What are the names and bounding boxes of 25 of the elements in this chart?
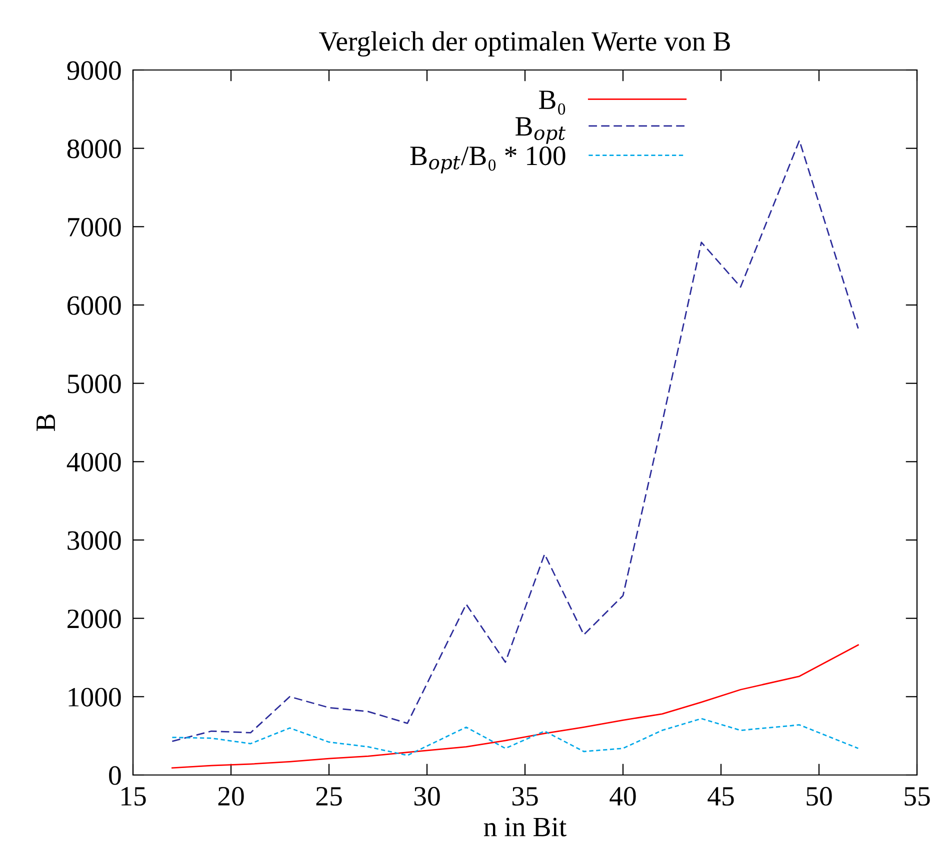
x-tick-label: 25 bbox=[316, 786, 342, 806]
y-tick-label: 1000 bbox=[68, 688, 121, 707]
x-tick-label: 40 bbox=[610, 786, 636, 806]
y-tick-label: 9000 bbox=[67, 61, 121, 80]
x-tick-label: 30 bbox=[414, 786, 440, 806]
y-tick-label: 0 bbox=[109, 766, 121, 785]
y-tick-label: 7000 bbox=[68, 218, 121, 237]
x-tick-label: 50 bbox=[806, 786, 832, 806]
legend-label: B$_{opt}$/B₀ * 100 bbox=[410, 146, 566, 174]
y-tick-label: 6000 bbox=[68, 296, 121, 315]
y-tick-label: 4000 bbox=[66, 452, 121, 472]
y-tick-label: 5000 bbox=[68, 374, 121, 394]
y-tick-label: 2000 bbox=[68, 610, 121, 628]
x-tick-label: 35 bbox=[512, 786, 538, 806]
y-axis-title: B bbox=[36, 414, 55, 431]
x-tick-label: 45 bbox=[708, 787, 734, 806]
y-tick-label: 3000 bbox=[68, 531, 121, 550]
legend-label: B$_{opt}$ bbox=[516, 117, 566, 144]
x-tick-label: 55 bbox=[904, 787, 930, 806]
x-axis-title: n in Bit bbox=[484, 818, 567, 836]
legend-label: B₀ bbox=[539, 90, 566, 115]
x-tick-label: 20 bbox=[218, 786, 244, 806]
x-tick-label: 15 bbox=[122, 787, 146, 806]
chart-title: Vergleich der optimalen Werte von B bbox=[319, 31, 730, 57]
y-tick-label: 8000 bbox=[67, 140, 121, 158]
